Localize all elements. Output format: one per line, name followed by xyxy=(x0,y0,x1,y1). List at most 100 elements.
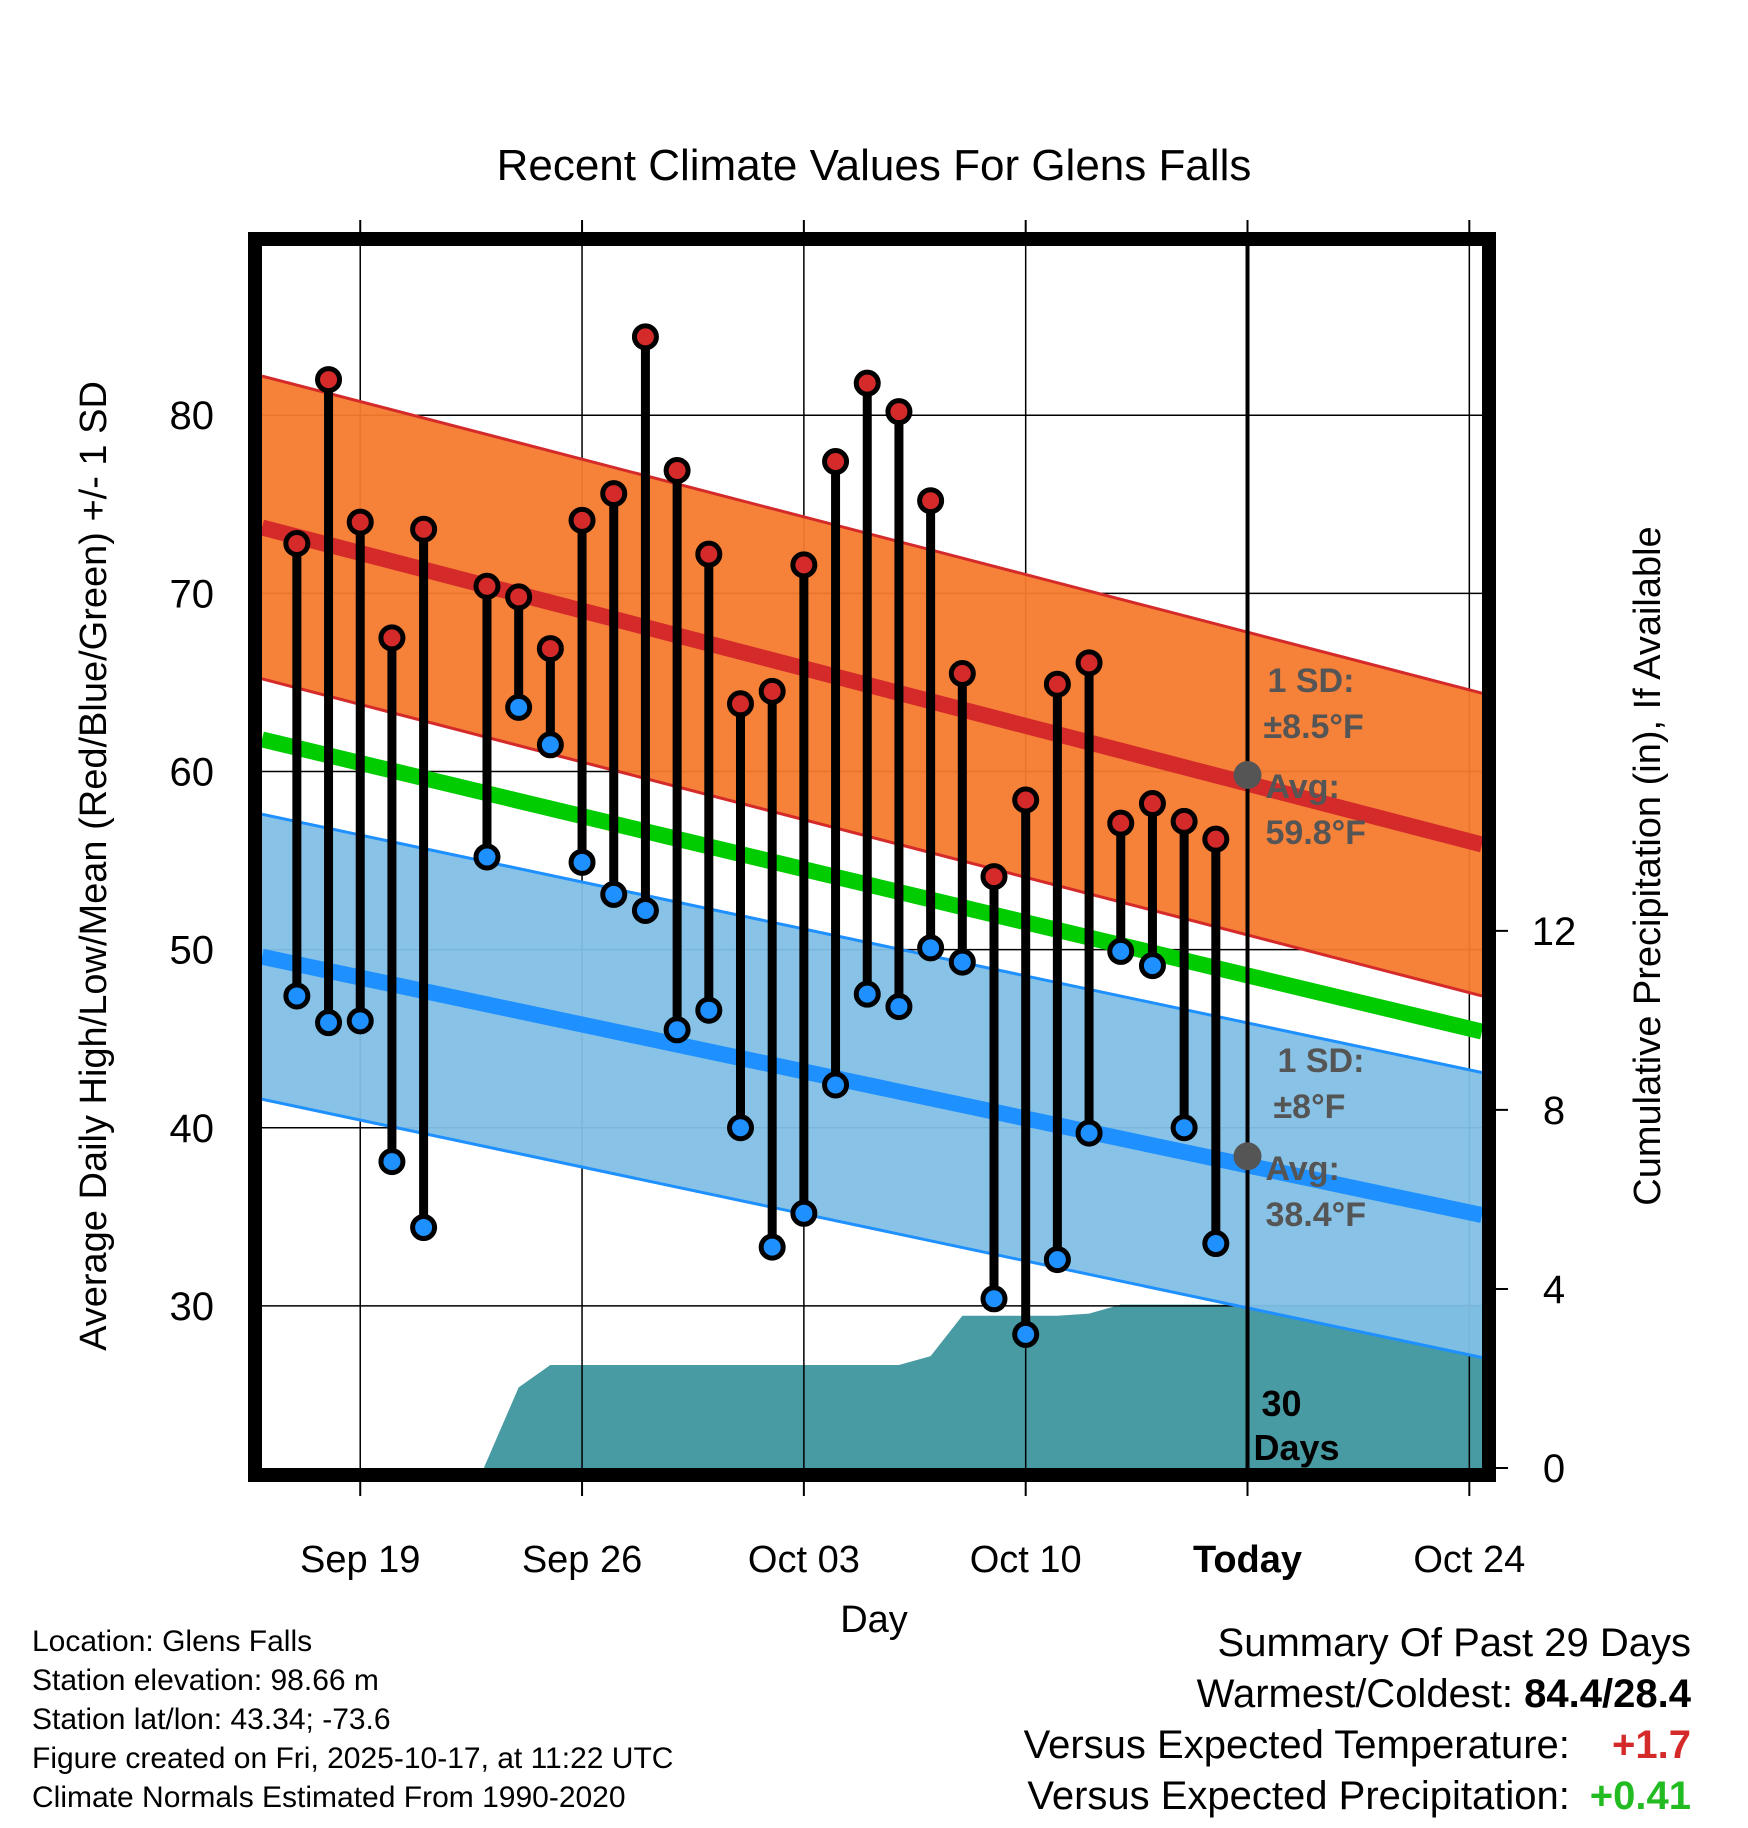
high-point xyxy=(378,624,406,652)
y-right-tick-label: 8 xyxy=(1543,1089,1565,1133)
low-point xyxy=(695,996,723,1024)
y-axis-label: Average Daily High/Low/Mean (Red/Blue/Gr… xyxy=(73,381,115,1351)
high-point xyxy=(346,508,374,536)
summary-precip-value: +0.41 xyxy=(1589,1774,1691,1818)
low-point xyxy=(853,980,881,1008)
low-point xyxy=(1075,1119,1103,1147)
summary-temp-row: Versus Expected Temperature: +1.7 xyxy=(1024,1720,1691,1771)
low-point xyxy=(283,982,311,1010)
y-tick-label: 50 xyxy=(170,929,215,973)
summary-precip-label: Versus Expected Precipitation: xyxy=(1027,1774,1570,1818)
chart-title: Recent Climate Values For Glens Falls xyxy=(497,141,1252,190)
today-high-avg-marker xyxy=(1233,761,1262,790)
high-point xyxy=(853,369,881,397)
precip-area xyxy=(262,1304,1482,1468)
high-point xyxy=(948,660,976,688)
high-point xyxy=(695,540,723,568)
station-info: Location: Glens Falls Station elevation:… xyxy=(32,1622,673,1817)
days-count-label: 30 xyxy=(1262,1383,1302,1424)
y-tick-label: 60 xyxy=(170,750,215,794)
high-sd-label: 1 SD: xyxy=(1268,662,1355,700)
high-point xyxy=(758,677,786,705)
plot-area: 1 SD: ±8.5°F Avg: 59.8°F 1 SD: ±8°F Avg: 38.4°F… xyxy=(170,220,1577,1581)
high-point xyxy=(505,583,533,611)
high-point xyxy=(536,635,564,663)
y-axis-right-label: Cumulative Precipitation (in), If Availa… xyxy=(1627,526,1669,1205)
high-point xyxy=(1043,670,1071,698)
summary-panel: Summary Of Past 29 Days Warmest/Coldest:… xyxy=(1024,1618,1691,1822)
high-point xyxy=(1170,807,1198,835)
y-tick-label: 40 xyxy=(170,1107,215,1151)
low-point xyxy=(1170,1114,1198,1142)
low-point xyxy=(600,880,628,908)
info-created: Figure created on Fri, 2025-10-17, at 11… xyxy=(32,1742,674,1775)
low-point xyxy=(726,1114,754,1142)
mean-normal-line xyxy=(262,731,1482,1040)
high-point xyxy=(1202,825,1230,853)
plot-inner: 1 SD: ±8.5°F Avg: 59.8°F 1 SD: ±8°F Avg: 38.4°F… xyxy=(262,246,1482,1468)
high-point xyxy=(410,515,438,543)
y-tick-label: 70 xyxy=(170,572,215,616)
low-point xyxy=(1043,1246,1071,1274)
high-point xyxy=(885,398,913,426)
high-point xyxy=(631,323,659,351)
high-normal-line xyxy=(262,519,1482,853)
y-tick-label: 80 xyxy=(170,394,215,438)
low-point xyxy=(980,1285,1008,1313)
high-point xyxy=(980,863,1008,891)
low-point xyxy=(1107,937,1135,965)
high-band-upper xyxy=(262,374,1482,695)
low-point xyxy=(536,731,564,759)
x-tick-label: Oct 03 xyxy=(748,1539,860,1581)
plot-frame xyxy=(248,232,1496,1482)
high-point xyxy=(822,448,850,476)
low-point xyxy=(790,1199,818,1227)
info-location: Location: Glens Falls xyxy=(32,1625,313,1658)
low-sd-label: 1 SD: xyxy=(1278,1042,1365,1080)
summary-temp-label: Versus Expected Temperature: xyxy=(1023,1723,1570,1767)
days-unit-label: Days xyxy=(1254,1427,1340,1468)
low-point xyxy=(568,848,596,876)
low-avg-value: 38.4°F xyxy=(1266,1196,1367,1234)
high-point xyxy=(1012,786,1040,814)
low-point xyxy=(1202,1230,1230,1258)
low-point xyxy=(315,1009,343,1037)
low-point xyxy=(948,948,976,976)
high-point xyxy=(790,551,818,579)
low-point xyxy=(758,1233,786,1261)
high-point xyxy=(473,572,501,600)
high-point xyxy=(1107,809,1135,837)
y-right-tick-label: 0 xyxy=(1543,1447,1565,1491)
x-tick-label: Today xyxy=(1193,1539,1302,1581)
low-point xyxy=(663,1016,691,1044)
high-point xyxy=(283,529,311,557)
low-point xyxy=(410,1214,438,1242)
x-tick-label: Sep 19 xyxy=(300,1539,420,1581)
summary-warmest-value: 84.4/28.4 xyxy=(1524,1672,1691,1716)
y-right-tick-label: 12 xyxy=(1532,910,1577,954)
low-point xyxy=(473,843,501,871)
high-point xyxy=(568,506,596,534)
low-sd-value: ±8°F xyxy=(1274,1088,1346,1126)
low-avg-label: Avg: xyxy=(1266,1150,1340,1188)
low-point xyxy=(631,896,659,924)
y-tick-label: 30 xyxy=(170,1285,215,1329)
summary-precip-row: Versus Expected Precipitation: +0.41 xyxy=(1024,1771,1691,1822)
high-point xyxy=(917,487,945,515)
low-band-upper xyxy=(262,812,1482,1075)
high-point xyxy=(1138,790,1166,818)
high-avg-value: 59.8°F xyxy=(1266,814,1367,852)
low-band-lower xyxy=(262,1097,1482,1360)
high-point xyxy=(663,456,691,484)
x-tick-label: Sep 26 xyxy=(522,1539,642,1581)
high-point xyxy=(600,480,628,508)
high-point xyxy=(1075,649,1103,677)
x-tick-label: Oct 10 xyxy=(970,1539,1082,1581)
low-point xyxy=(346,1007,374,1035)
high-avg-label: Avg: xyxy=(1266,768,1340,806)
low-normal-line xyxy=(262,948,1482,1223)
low-point xyxy=(1012,1320,1040,1348)
high-sd-value: ±8.5°F xyxy=(1264,708,1364,746)
high-band-lower xyxy=(262,677,1482,998)
